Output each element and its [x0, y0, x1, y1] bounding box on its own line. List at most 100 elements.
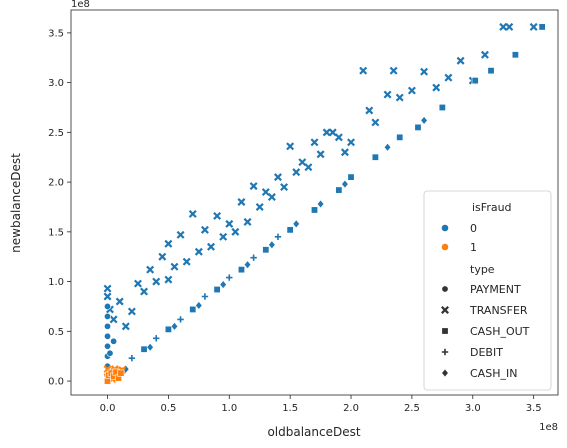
x-tick-label: 0.5 — [160, 403, 176, 414]
x-tick-label: 1.0 — [221, 403, 237, 414]
legend-marker-payment — [441, 285, 449, 293]
data-point-transfer-fraud-0 — [328, 128, 337, 137]
data-point-transfer-fraud-0 — [347, 138, 356, 147]
data-point-transfer-fraud-0 — [480, 50, 489, 59]
y-tick-label: 3.0 — [48, 78, 64, 89]
data-point-transfer-fraud-0 — [292, 168, 301, 177]
data-point-transfer-fraud-0 — [133, 279, 142, 288]
data-point-cash-out-fraud-0 — [213, 286, 221, 294]
data-point-transfer-fraud-0 — [371, 118, 380, 127]
data-point-payment-fraud-0 — [110, 337, 118, 345]
data-point-transfer-fraud-0 — [322, 128, 331, 137]
x-tick-label: 3.5 — [526, 403, 542, 414]
data-point-transfer-fraud-0 — [200, 225, 209, 234]
data-point-transfer-fraud-0 — [219, 232, 228, 241]
data-point-cash-out-fraud-0 — [262, 246, 270, 254]
y-tick-label: 3.5 — [48, 28, 64, 39]
data-point-payment-fraud-0 — [104, 312, 112, 320]
data-point-transfer-fraud-0 — [164, 239, 173, 248]
data-point-cash-out-fraud-0 — [164, 325, 172, 333]
x-tick-label: 1.5 — [282, 403, 298, 414]
data-point-cash-out-fraud-0 — [189, 305, 197, 313]
legend-marker-fraud-0 — [441, 224, 449, 232]
data-point-cash-out-fraud-0 — [396, 133, 404, 141]
data-point-debit-fraud-0 — [201, 293, 209, 300]
data-point-transfer-fraud-0 — [389, 66, 398, 75]
data-point-transfer-fraud-0 — [176, 230, 185, 239]
data-point-cash-in-fraud-0 — [420, 116, 428, 125]
data-point-transfer-fraud-0 — [127, 307, 136, 316]
data-point-cash-out-fraud-0 — [310, 206, 318, 214]
y-tick-label: 0.0 — [48, 377, 64, 388]
data-point-transfer-fraud-0 — [146, 265, 155, 274]
data-point-transfer-fraud-0 — [213, 211, 222, 220]
plot-frame — [70, 9, 559, 396]
data-point-transfer-fraud-0 — [194, 247, 203, 256]
data-point-transfer-fraud-0 — [164, 275, 173, 284]
legend-marker-cash-in — [441, 368, 449, 378]
data-point-cash-out-fraud-0 — [471, 77, 479, 85]
data-point-cash-in-fraud-0 — [146, 343, 154, 352]
data-point-transfer-fraud-0 — [444, 73, 453, 82]
data-point-payment-fraud-0 — [106, 349, 114, 357]
data-point-cash-in-fraud-0 — [317, 199, 325, 209]
data-point-cash-out-fraud-0 — [538, 23, 546, 31]
x-tick-label: 2.0 — [343, 403, 359, 414]
legend-box — [423, 190, 552, 391]
legend-label-fraud-0: 0 — [470, 222, 477, 235]
data-point-transfer-fraud-0 — [152, 277, 161, 286]
data-point-cash-out-fraud-0 — [487, 67, 495, 75]
data-point-transfer-fraud-0 — [505, 22, 514, 31]
data-point-cash-in-fraud-0 — [170, 322, 179, 331]
x-offset-text: 1e8 — [539, 422, 558, 433]
data-point-payment-fraud-0 — [104, 322, 112, 330]
legend-marker-transfer — [441, 306, 449, 314]
data-point-transfer-fraud-0 — [365, 106, 374, 115]
x-tick-label: 2.5 — [404, 403, 420, 414]
data-point-cash-in-fraud-0 — [219, 280, 227, 289]
legend-label-fraud-1: 1 — [470, 241, 477, 254]
x-axis-label: oldbalanceDest — [267, 425, 360, 439]
y-axis-ticks: 0.0 0.5 1.0 1.5 2.0 2.5 3.0 3.5 — [48, 28, 71, 388]
data-point-cash-in-fraud-0 — [341, 179, 349, 189]
data-point-transfer-fraud-0 — [298, 158, 307, 167]
legend-label-cash-in: CASH_IN — [470, 367, 517, 380]
legend-label-transfer: TRANSFER — [469, 304, 528, 317]
data-point-transfer-fraud-0 — [182, 257, 191, 266]
data-point-cash-in-fraud-0 — [268, 240, 276, 250]
data-point-transfer-fraud-0 — [158, 252, 167, 261]
x-tick-label: 3.0 — [465, 403, 481, 414]
data-point-transfer-fraud-0 — [231, 227, 240, 236]
data-point-cash-in-fraud-0 — [195, 301, 203, 310]
data-point-payment-fraud-0 — [104, 342, 112, 350]
y-offset-text: 1e8 — [71, 0, 90, 10]
data-point-transfer-fraud-0 — [170, 262, 179, 271]
data-point-debit-fraud-0 — [128, 354, 136, 362]
y-tick-label: 1.0 — [48, 277, 64, 288]
x-tick-label: 0.0 — [100, 403, 116, 414]
data-point-transfer-fraud-0 — [340, 148, 349, 157]
y-tick-label: 0.5 — [48, 327, 64, 338]
data-point-payment-fraud-0 — [104, 332, 112, 340]
data-point-transfer-fraud-0 — [261, 188, 270, 197]
data-point-transfer-fraud-0 — [273, 173, 282, 182]
data-point-transfer-fraud-0 — [207, 242, 215, 251]
data-point-transfer-fraud-0 — [243, 217, 252, 226]
legend-title-isfraud: isFraud — [472, 201, 512, 214]
data-point-cash-in-fraud-0 — [292, 219, 300, 229]
data-point-transfer-fraud-0 — [383, 90, 392, 99]
y-tick-label: 1.5 — [48, 227, 64, 238]
data-point-transfer-fraud-0 — [359, 66, 368, 75]
data-point-cash-out-fraud-0 — [371, 153, 379, 161]
points-layer — [103, 22, 546, 385]
data-point-cash-out-fraud-0 — [438, 103, 446, 111]
data-point-transfer-fraud-0 — [115, 297, 124, 306]
data-point-transfer-fraud-0 — [109, 315, 118, 324]
data-point-cash-out-fraud-0 — [347, 173, 355, 181]
legend-title-type: type — [470, 263, 495, 276]
y-tick-label: 2.5 — [48, 128, 64, 139]
data-point-debit-fraud-0 — [274, 233, 282, 241]
data-point-transfer-fraud-0 — [103, 284, 112, 293]
data-point-cash-out-fraud-0 — [286, 226, 294, 234]
data-point-transfer-fraud-0 — [255, 202, 264, 211]
